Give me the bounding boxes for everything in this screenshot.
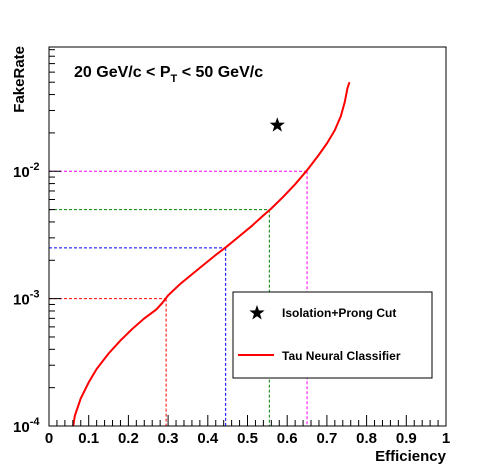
y-tick-label: 10-4: [13, 416, 40, 436]
legend-star-marker: [249, 305, 265, 320]
x-tick-label: 0.5: [237, 430, 258, 447]
x-tick-label: 0.4: [197, 430, 219, 447]
x-tick-label: 0.1: [78, 430, 99, 447]
working-point-guides: [49, 170, 308, 426]
curve-layer: [72, 81, 351, 427]
x-tick-label: 0.3: [158, 430, 179, 447]
axis-ticks: 0 0.1 0.2 0.3 0.4 0.5 0.6 0.7 0.8 0.9 1 10-4 10-3 10-…: [13, 49, 450, 447]
legend-box: [232, 291, 433, 379]
x-axis-title: Efficiency: [375, 448, 447, 465]
x-tick-label: 0.7: [316, 430, 337, 447]
legend-entry-neural: Tau Neural Classifier: [282, 349, 401, 363]
pt-range-annotation: 20 GeV/c < PT < 50 GeV/c: [74, 64, 263, 85]
x-tick-label: 0.9: [396, 430, 417, 447]
y-tick-label: 10-3: [13, 289, 39, 309]
isolation-prong-cut-point: [269, 117, 285, 132]
x-tick-label: 0.8: [356, 430, 377, 447]
legend-entry-isolation: Isolation+Prong Cut: [282, 306, 396, 320]
x-tick-label: 0: [45, 430, 53, 447]
y-tick-label: 10-2: [13, 161, 39, 181]
y-axis-title: FakeRate: [11, 46, 28, 113]
x-tick-label: 1: [442, 430, 450, 447]
x-tick-label: 0.2: [118, 430, 139, 447]
legend: Isolation+Prong Cut Tau Neural Classifie…: [232, 291, 433, 379]
tau-neural-classifier-curve: [72, 81, 351, 427]
x-tick-label: 0.6: [277, 430, 298, 447]
